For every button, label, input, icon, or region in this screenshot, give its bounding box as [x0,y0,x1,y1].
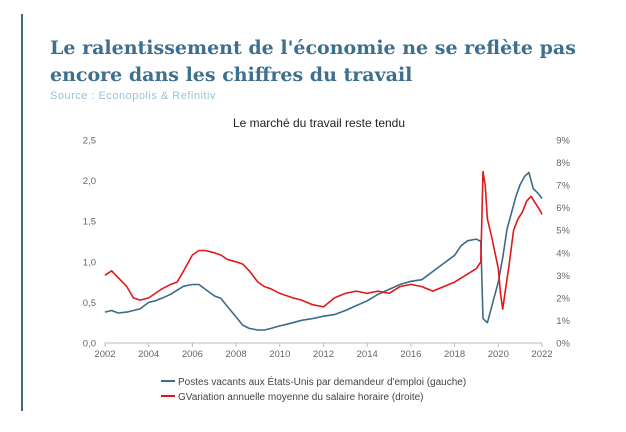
y-left-tick-label: 0,0 [83,339,96,350]
y-left-tick-label: 2,0 [83,176,96,187]
y-left-tick-label: 2,5 [83,136,96,147]
source-note: Source : Econopolis & Refinitiv [50,90,216,102]
y-right-tick-label: 1% [556,316,570,327]
x-tick-label: 2020 [488,349,509,360]
y-right-tick-label: 8% [556,158,570,169]
y-left-tick-label: 1,5 [83,217,96,228]
chart-lines [104,170,543,331]
y-right-tick-label: 7% [556,181,570,192]
chart-title: Le marché du travail reste tendu [233,116,405,130]
y-right-tick-label: 3% [556,271,570,282]
y-right-tick-label: 0% [556,339,570,350]
x-tick-label: 2012 [313,349,334,360]
y-left-tick-label: 0,5 [83,298,96,309]
x-tick-label: 2018 [444,349,465,360]
legend-label-wages: GVariation annuelle moyenne du salaire h… [178,392,424,403]
y-right-tick-label: 5% [556,226,570,237]
left-accent-rule [21,14,23,411]
x-tick-label: 2010 [269,349,290,360]
y-right-tick-label: 9% [556,136,570,147]
x-tick-label: 2014 [357,349,378,360]
chart-legend: Postes vacants aux États-Unis par demand… [161,375,466,403]
page-title: Le ralentissement de l'économie ne se re… [50,37,576,86]
x-tick-label: 2002 [94,349,115,360]
x-tick-label: 2008 [226,349,247,360]
chart-axes: 2002 2004 2006 2008 2010 2012 2014 2016 2018 2020… [83,136,571,361]
x-tick-label: 2004 [138,349,159,360]
y-left-tick-label: 1,0 [83,257,96,268]
x-tick-label: 2022 [531,349,552,360]
y-right-tick-label: 2% [556,293,570,304]
series-line-wages [104,170,543,311]
legend-label-vacancies: Postes vacants aux États-Unis par demand… [178,375,466,388]
x-tick-label: 2006 [182,349,203,360]
y-right-tick-label: 6% [556,203,570,214]
x-tick-label: 2016 [400,349,421,360]
y-right-tick-label: 4% [556,248,570,259]
